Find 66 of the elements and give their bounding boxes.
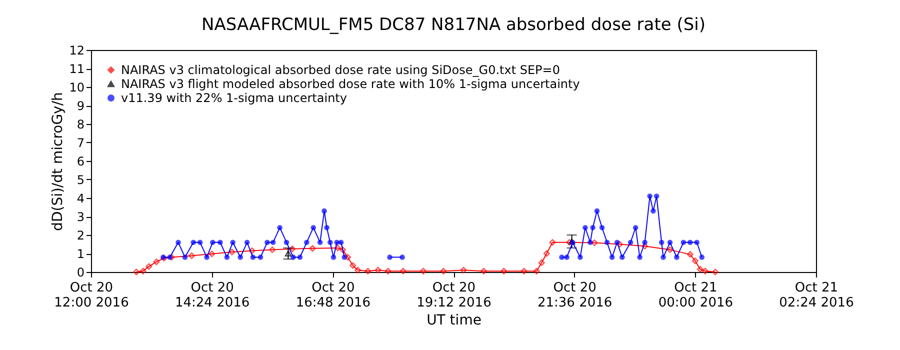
y-tick-label: 5 (76, 173, 84, 187)
point (248, 247, 256, 254)
y-tick-label: 1 (76, 247, 84, 261)
y-tick-label: 11 (69, 62, 84, 76)
point (208, 250, 216, 258)
point (334, 244, 341, 252)
point (400, 268, 406, 274)
y-tick-label: 9 (76, 99, 84, 113)
point (284, 250, 292, 256)
legend-label: NAIRAS v3 flight modeled absorbed dose rate with 10% 1-sigma uncertainty (121, 77, 580, 91)
x-tick-label: Oct 21 00:00 2016 (658, 280, 734, 310)
x-tick-label: Oct 20 21:36 2016 (537, 280, 612, 310)
x-tick-label: Oct 20 14:24 2016 (174, 280, 250, 310)
point (666, 246, 674, 254)
point (133, 268, 140, 276)
point (692, 258, 698, 264)
point (549, 239, 556, 246)
y-tick-label: 4 (76, 192, 84, 206)
point (344, 254, 352, 260)
point (616, 241, 623, 248)
point (269, 246, 276, 254)
point (420, 268, 427, 274)
point (384, 268, 392, 274)
y-tick-label: 7 (76, 136, 84, 150)
point (350, 262, 356, 269)
point (543, 250, 550, 257)
point (440, 268, 447, 274)
y-tick-label: 3 (76, 210, 84, 224)
legend-label: v11.39 with 22% 1-sigma uncertainty (121, 91, 347, 105)
y-tick-label: 2 (76, 228, 84, 242)
x-tick-label: Oct 20 19:12 2016 (416, 280, 492, 310)
point (374, 266, 382, 274)
point (289, 246, 296, 252)
y-tick-label: 12 (69, 44, 84, 58)
point (702, 268, 708, 274)
point (140, 268, 146, 274)
point (480, 268, 487, 274)
point (686, 251, 694, 258)
point (188, 252, 195, 259)
y-tick-label: 6 (76, 154, 84, 168)
point (228, 248, 236, 256)
x-tick-label: Oct 20 16:48 2016 (296, 280, 371, 310)
chart-title: NASAAFRCMUL_FM5 DC87 N817NA absorbed dose rate (Si) (202, 15, 706, 35)
point (533, 268, 540, 274)
y-tick-label: 0 (76, 266, 84, 280)
x-tick-label: Oct 21 02:24 2016 (779, 280, 854, 310)
x-tick-label: Oct 20 12:00 2016 (54, 280, 129, 310)
point (153, 258, 160, 266)
y-tick-label: 8 (76, 118, 84, 132)
y-axis-title: dD(Si)/dt microGy/h (50, 92, 66, 231)
point (500, 268, 508, 274)
point (364, 268, 372, 274)
point (146, 263, 152, 270)
point (712, 268, 719, 276)
point (460, 266, 467, 274)
point (309, 245, 316, 252)
point (538, 260, 545, 266)
x-axis-title: UT time (426, 312, 482, 328)
point (354, 266, 362, 274)
point (339, 246, 346, 254)
point (520, 268, 528, 274)
point (591, 240, 598, 246)
y-tick-label: 10 (69, 80, 84, 94)
legend-label: NAIRAS v3 climatological absorbed dose rate using SiDose_G0.txt SEP=0 (121, 63, 560, 77)
point (696, 266, 704, 272)
point (642, 242, 648, 250)
